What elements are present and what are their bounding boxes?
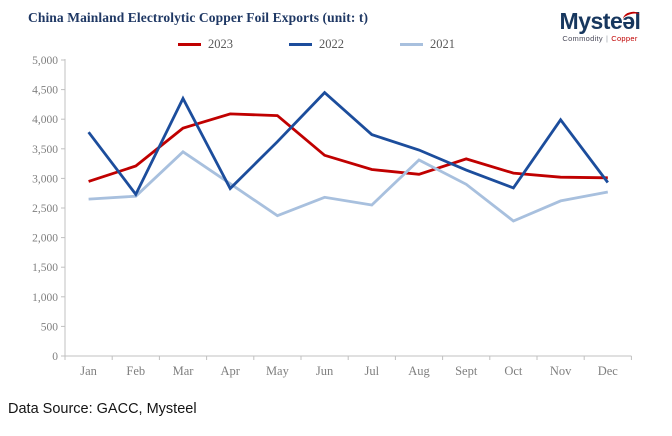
chart-legend: 2023 2022 2021 bbox=[178, 37, 455, 52]
x-tick-label: Feb bbox=[126, 364, 145, 378]
x-tick-label: Apr bbox=[220, 364, 240, 378]
series-line-2021 bbox=[88, 150, 609, 223]
y-tick-label: 5,000 bbox=[32, 55, 58, 67]
legend-swatch-2021 bbox=[400, 43, 423, 46]
x-tick-label: May bbox=[266, 364, 290, 378]
y-tick-label: 1,000 bbox=[32, 292, 58, 304]
x-tick-label: Dec bbox=[598, 364, 619, 378]
y-tick-label: 3,000 bbox=[32, 173, 58, 185]
y-tick-label: 500 bbox=[41, 321, 59, 333]
series-line-2023 bbox=[88, 112, 608, 183]
mysteel-logo: Mysteə l Commodity | Copper bbox=[552, 9, 648, 43]
data-source-label: Data Source: GACC, Mysteel bbox=[8, 401, 197, 417]
x-tick-label: Mar bbox=[173, 364, 195, 378]
chart-title: China Mainland Electrolytic Copper Foil … bbox=[28, 10, 369, 25]
x-tick-label: Jun bbox=[316, 364, 334, 378]
legend-item-2021: 2021 bbox=[400, 37, 455, 52]
series-line-2022 bbox=[87, 90, 609, 198]
x-tick-label: Jul bbox=[365, 364, 380, 378]
legend-label: 2021 bbox=[430, 37, 455, 51]
mysteel-wordmark: Mysteə l bbox=[559, 8, 642, 34]
y-tick-label: 4,000 bbox=[32, 114, 58, 126]
legend-item-2022: 2022 bbox=[289, 37, 344, 52]
tagline-separator: | bbox=[605, 34, 609, 43]
x-tick-label: Nov bbox=[550, 364, 572, 378]
tagline-copper: Copper bbox=[611, 34, 638, 43]
y-tick-label: 2,000 bbox=[32, 233, 58, 245]
tagline-commodity: Commodity bbox=[562, 34, 603, 43]
y-tick-label: 1,500 bbox=[32, 262, 58, 274]
y-tick-label: 3,500 bbox=[32, 144, 58, 156]
x-tick-label: Aug bbox=[408, 364, 430, 378]
x-tick-label: Oct bbox=[504, 364, 523, 378]
mysteel-tagline: Commodity | Copper bbox=[552, 34, 648, 43]
legend-label: 2023 bbox=[208, 37, 233, 51]
legend-swatch-2023 bbox=[178, 43, 201, 46]
legend-label: 2022 bbox=[319, 37, 344, 51]
y-tick-label: 0 bbox=[52, 351, 58, 363]
x-tick-label: Jan bbox=[80, 364, 97, 378]
y-tick-label: 2,500 bbox=[32, 203, 58, 215]
x-tick-label: Sept bbox=[455, 364, 478, 378]
legend-item-2023: 2023 bbox=[178, 37, 233, 52]
y-tick-label: 4,500 bbox=[32, 85, 58, 97]
legend-swatch-2022 bbox=[289, 43, 312, 46]
